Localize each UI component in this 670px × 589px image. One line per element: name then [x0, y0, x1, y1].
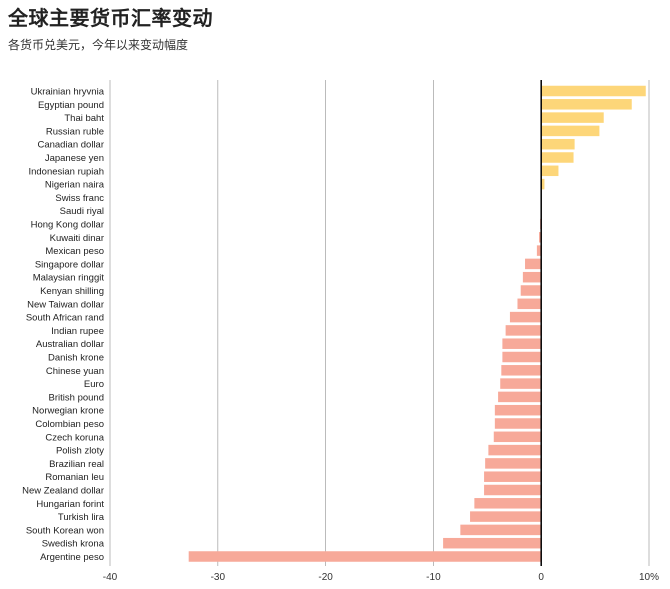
x-tick-label: -10	[426, 572, 441, 583]
bar	[484, 471, 542, 482]
category-label: Egyptian pound	[38, 100, 104, 111]
category-label: Japanese yen	[45, 153, 104, 164]
bar	[494, 418, 542, 429]
category-label: Malaysian ringgit	[33, 273, 105, 284]
category-label: Danish krone	[48, 353, 104, 364]
bar	[498, 391, 542, 403]
x-tick-label: -20	[318, 572, 333, 583]
category-label: Australian dollar	[36, 339, 104, 350]
category-label: Ukrainian hryvnia	[31, 87, 105, 98]
bar	[502, 351, 542, 363]
bar	[485, 458, 542, 469]
bar	[460, 524, 542, 536]
bar	[536, 245, 542, 256]
bar	[443, 537, 542, 549]
category-label: New Taiwan dollar	[27, 299, 104, 310]
bar	[522, 271, 542, 283]
x-tick-label: -40	[103, 572, 118, 583]
bar	[502, 338, 542, 349]
category-label: Singapore dollar	[35, 259, 104, 270]
category-label: Chinese yuan	[46, 366, 104, 377]
grid-lines	[109, 80, 650, 566]
category-label: Hungarian forint	[36, 499, 104, 510]
category-label: Euro	[84, 379, 104, 390]
bar	[541, 112, 604, 123]
category-label: Polish zloty	[56, 446, 104, 457]
category-label: South African rand	[26, 313, 104, 324]
category-label: Saudi riyal	[60, 206, 104, 217]
bar	[541, 152, 574, 163]
category-label: Turkish lira	[58, 512, 105, 523]
bar	[484, 484, 542, 496]
bar	[525, 258, 542, 270]
bar	[474, 498, 542, 509]
category-label: Indonesian rupiah	[28, 166, 104, 177]
category-label: South Korean won	[26, 525, 104, 536]
category-label: Mexican peso	[45, 246, 104, 257]
bar	[188, 551, 542, 562]
bars	[188, 85, 646, 562]
bar	[500, 378, 542, 389]
bar	[541, 125, 600, 137]
bar	[470, 511, 542, 522]
category-label: Hong Kong dollar	[31, 220, 104, 231]
category-label: Nigerian naira	[45, 180, 105, 191]
bar	[505, 325, 542, 336]
category-label: Romanian leu	[45, 472, 104, 483]
category-label: Canadian dollar	[37, 140, 104, 151]
bar	[501, 365, 542, 376]
bar	[509, 311, 542, 323]
category-label: Indian rupee	[51, 326, 104, 337]
bar	[488, 444, 542, 456]
bar	[493, 431, 542, 443]
chart-subtitle: 各货币兑美元，今年以来变动幅度	[8, 38, 189, 52]
bar	[541, 85, 646, 97]
bar	[541, 178, 545, 190]
bar	[494, 404, 542, 416]
category-label: Thai baht	[64, 113, 104, 124]
bar	[541, 165, 559, 177]
chart-title: 全球主要货币汇率变动	[8, 6, 213, 30]
category-label: Czech koruna	[45, 432, 104, 443]
bar	[539, 232, 542, 243]
bar	[517, 298, 542, 310]
category-label: Swiss franc	[55, 193, 104, 204]
x-tick-label: 0	[538, 572, 544, 583]
category-label: New Zealand dollar	[22, 486, 104, 497]
category-label: Swedish krona	[42, 539, 105, 550]
bar	[541, 99, 632, 110]
category-label: Brazilian real	[49, 459, 104, 470]
x-tick-labels: -40 -30 -20 -10 0 10%	[103, 572, 659, 583]
category-label: Argentine peso	[40, 552, 104, 563]
category-label: Colombian peso	[35, 419, 104, 430]
x-tick-label: 10%	[639, 572, 659, 583]
category-label: British pound	[49, 392, 104, 403]
bar	[541, 138, 575, 150]
category-labels: Ukrainian hryvnia Egyptian pound Thai baht…	[22, 87, 105, 564]
category-label: Kenyan shilling	[40, 286, 104, 297]
category-label: Kuwaiti dinar	[50, 233, 104, 244]
category-label: Russian ruble	[46, 126, 104, 137]
category-label: Norwegian krone	[32, 406, 104, 417]
bar	[520, 285, 542, 296]
x-tick-label: -30	[211, 572, 226, 583]
